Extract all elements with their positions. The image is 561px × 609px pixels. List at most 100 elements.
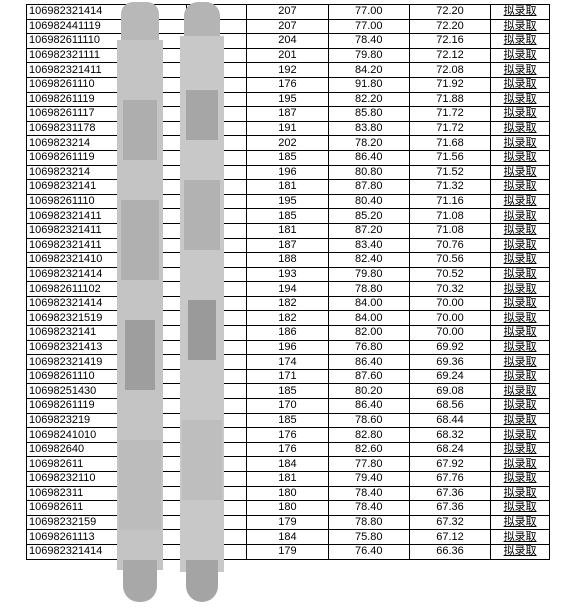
status-cell: 拟录取 [491,472,550,487]
applicant-id: 10698251430 [27,384,129,399]
status-cell: 拟录取 [491,48,550,63]
score-1: 179 [247,544,328,559]
table-row: 10698261118078.4067.36拟录取 [27,501,550,516]
score-3: 71.52 [409,165,490,180]
table-row: 1069826111019580.4071.16拟录取 [27,194,550,209]
score-1: 176 [247,77,328,92]
applicant-id: 106982311 [27,486,129,501]
score-3: 71.68 [409,136,490,151]
score-3: 71.56 [409,150,490,165]
status-cell: 拟录取 [491,180,550,195]
score-2: 87.60 [328,369,409,384]
score-2: 79.80 [328,267,409,282]
table-row: 10698261110219478.8070.32拟录取 [27,282,550,297]
score-1: 185 [247,150,328,165]
score-1: 182 [247,296,328,311]
score-2: 75.80 [328,530,409,545]
score-1: 174 [247,355,328,370]
score-1: 184 [247,530,328,545]
applicant-id: 106982321414 [27,267,129,282]
applicant-id: 106982611102 [27,282,129,297]
applicant-id: 106982321414 [27,296,129,311]
score-1: 185 [247,209,328,224]
score-1: 194 [247,282,328,297]
applicant-id: 1069823214 [27,165,129,180]
applicant-id: 106982611 [27,457,129,472]
table-row: 10698232141418284.0070.00拟录取 [27,296,550,311]
table-row: 1069825143018580.2069.08拟录取 [27,384,550,399]
table-row: 10698231118078.4067.36拟录取 [27,486,550,501]
score-3: 72.16 [409,34,490,49]
score-1: 176 [247,442,328,457]
score-2: 85.20 [328,209,409,224]
table-row: 1069826111318475.8067.12拟录取 [27,530,550,545]
score-3: 72.08 [409,63,490,78]
status-cell: 拟录取 [491,121,550,136]
score-1: 170 [247,399,328,414]
score-3: 71.72 [409,107,490,122]
table-row: 10698232141319676.8069.92拟录取 [27,340,550,355]
applicant-id: 106982640 [27,442,129,457]
status-cell: 拟录取 [491,19,550,34]
score-3: 69.08 [409,384,490,399]
table-row: 1069826111919582.2071.88拟录取 [27,92,550,107]
table-row: 10698232151918284.0070.00拟录取 [27,311,550,326]
score-2: 84.20 [328,63,409,78]
score-3: 70.32 [409,282,490,297]
score-2: 78.40 [328,486,409,501]
score-2: 86.40 [328,150,409,165]
status-cell: 拟录取 [491,253,550,268]
applicant-id: 10698261110 [27,77,129,92]
applicant-id: 10698231178 [27,121,129,136]
status-cell: 拟录取 [491,209,550,224]
score-3: 68.24 [409,442,490,457]
table-row: 10698232141118187.2071.08拟录取 [27,223,550,238]
status-cell: 拟录取 [491,63,550,78]
table-row: 10698232141417976.4066.36拟录取 [27,544,550,559]
table-row: 1069823215917978.8067.32拟录取 [27,515,550,530]
table-row: 10698232111120179.8072.12拟录取 [27,48,550,63]
score-1: 185 [247,413,328,428]
status-cell: 拟录取 [491,165,550,180]
score-2: 78.60 [328,413,409,428]
table-row: 10698261111020478.4072.16拟录取 [27,34,550,49]
status-cell: 拟录取 [491,107,550,122]
score-1: 182 [247,311,328,326]
applicant-id: 10698261110 [27,194,129,209]
table-row: 10698232141419379.8070.52拟录取 [27,267,550,282]
score-2: 78.80 [328,515,409,530]
applicant-id: 106982441119 [27,19,129,34]
applicant-id: 1069823214 [27,136,129,151]
applicant-id: 10698232110 [27,472,129,487]
score-3: 67.36 [409,501,490,516]
score-2: 84.00 [328,296,409,311]
score-2: 87.80 [328,180,409,195]
score-1: 192 [247,63,328,78]
score-1: 181 [247,180,328,195]
score-1: 187 [247,238,328,253]
status-cell: 拟录取 [491,501,550,516]
score-1: 195 [247,92,328,107]
status-cell: 拟录取 [491,326,550,341]
score-2: 82.80 [328,428,409,443]
table-row: 10698264017682.6068.24拟录取 [27,442,550,457]
table-row: 1069823211018179.4067.76拟录取 [27,472,550,487]
score-3: 71.88 [409,92,490,107]
applicant-id: 106982321411 [27,223,129,238]
score-2: 82.20 [328,92,409,107]
score-2: 76.40 [328,544,409,559]
applicant-id: 106982321410 [27,253,129,268]
score-3: 67.12 [409,530,490,545]
score-1: 193 [247,267,328,282]
score-1: 185 [247,384,328,399]
table-row: 10698232141917486.4069.36拟录取 [27,355,550,370]
applicant-id: 106982321411 [27,209,129,224]
score-1: 204 [247,34,328,49]
applicant-id: 106982611110 [27,34,129,49]
status-cell: 拟录取 [491,355,550,370]
table-row: 10698244111920777.0072.20拟录取 [27,19,550,34]
applicant-id: 10698261119 [27,150,129,165]
table-row: 10698232141018882.4070.56拟录取 [27,253,550,268]
score-1: 176 [247,428,328,443]
score-2: 76.80 [328,340,409,355]
